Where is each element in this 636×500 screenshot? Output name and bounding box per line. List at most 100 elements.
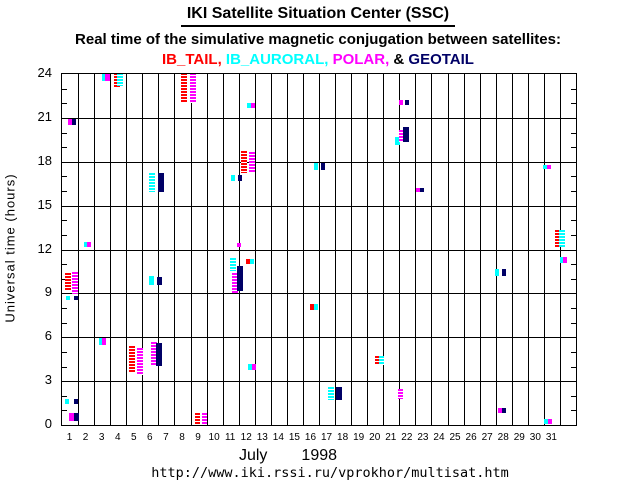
day-label-3: 3 [98,432,105,443]
day-label-31: 31 [545,432,557,443]
legend-conjunction: & [393,51,409,68]
conjunction-mark-polar [68,412,74,421]
hour-gridline [62,117,576,119]
hour-label-3: 3 [44,372,52,388]
conjunction-mark-polar [398,100,403,105]
day-label-13: 13 [256,432,268,443]
hour-tick-left [62,103,67,105]
conjunction-mark-polar [399,130,405,142]
hour-tick-right [571,147,576,149]
month-label: July [238,447,268,464]
hour-tick-left [62,381,71,383]
conjunction-mark-ib_tail [128,346,135,373]
conjunction-mark-ib_auroral [65,399,70,404]
day-label-8: 8 [179,432,185,443]
day-label-16: 16 [304,432,317,443]
conjunction-mark-ib_auroral [247,363,252,371]
hour-label-18: 18 [37,152,52,168]
conjunction-mark-polar [497,408,502,413]
conjunction-mark-geotail [501,269,506,276]
page-title: IKI Satellite Situation Center (SSC) [180,5,456,27]
hour-label-0: 0 [44,416,52,431]
hour-tick-right [571,322,576,324]
conjunction-mark-ib_auroral [66,295,71,300]
day-label-21: 21 [385,432,397,443]
conjunction-mark-ib_auroral [83,242,88,248]
hour-tick-left [62,88,67,90]
day-label-20: 20 [369,432,381,443]
conjunction-mark-ib_tail [245,259,250,265]
day-label-6: 6 [147,432,153,443]
hour-tick-right [571,132,576,134]
day-label-15: 15 [288,432,300,443]
conjunction-mark-ib_tail [113,74,120,88]
legend-item-geotail: GEOTAIL [408,51,474,68]
hour-tick-right [571,366,576,368]
hour-label-12: 12 [37,240,52,256]
day-label-12: 12 [240,432,252,443]
conjunction-mark-polar [415,188,420,193]
day-label-25: 25 [449,432,461,443]
day-label-1: 1 [66,432,73,443]
conjunction-mark-polar [105,74,111,82]
year-label: 1998 [301,447,338,464]
hour-tick-right [571,234,576,236]
conjunction-mark-ib_tail [180,74,187,102]
page-subtitle: Real time of the simulative magnetic con… [75,31,561,48]
conjunction-mark-ib_tail [195,412,201,425]
conjunction-mark-polar [251,363,256,371]
conjunction-mark-polar [237,242,242,247]
conjunction-mark-polar [547,419,552,424]
conjunction-mark-ib_auroral [98,337,103,345]
conjunction-mark-ib_auroral [313,304,318,311]
legend-item-ib_auroral: IB_AURORAL, [225,51,333,68]
conjunction-mark-geotail [335,386,342,401]
conjunction-mark-ib_tail [240,150,247,173]
source-url: http://www.iki.rssi.ru/vprokhor/multisat… [151,465,509,481]
day-label-9: 9 [195,432,201,443]
conjunction-mark-polar [202,412,208,425]
conjunction-mark-geotail [73,399,78,404]
day-label-29: 29 [513,432,525,443]
conjunction-mark-polar [248,151,255,172]
conjunction-mark-ib_tail [555,230,562,248]
hour-gridline [62,205,576,207]
hour-tick-right [571,351,576,353]
conjunction-mark-geotail [73,295,78,300]
hour-tick-left [62,410,67,412]
hour-tick-right [571,103,576,105]
conjunction-mark-polar [136,348,143,376]
conjunction-mark-ib_tail [64,272,71,291]
conjunction-mark-polar [67,118,72,126]
hour-gridline [62,249,576,251]
legend-item-polar: POLAR, [332,51,394,68]
conjunction-mark-polar [151,341,158,367]
hour-tick-right [571,308,576,309]
day-label-4: 4 [114,432,121,443]
hour-tick-left [62,191,67,192]
conjunction-mark-polar [86,242,91,248]
conjunction-mark-geotail [72,118,77,126]
hour-tick-left [62,132,67,134]
conjunction-mark-polar [546,164,551,170]
hour-tick-left [62,220,67,222]
conjunction-mark-ib_auroral [249,259,254,265]
hour-tick-left [62,278,67,280]
y-axis-title: Universal time (hours) [2,173,17,323]
conjunction-mark-geotail [237,265,244,292]
day-label-26: 26 [465,432,477,443]
conjunction-mark-geotail [419,188,424,193]
hour-gridline [62,161,576,163]
day-label-19: 19 [353,432,365,443]
conjunction-mark-geotail [238,174,243,182]
day-label-28: 28 [497,432,509,443]
day-label-30: 30 [529,432,541,443]
conjunction-mark-polar [102,337,107,345]
hour-tick-left [62,234,67,236]
conjunction-mark-ib_auroral [327,386,334,401]
conjunction-mark-ib_auroral [494,269,499,276]
hour-gridline [62,293,576,295]
plot-area [61,73,577,426]
hour-tick-right [571,88,576,90]
